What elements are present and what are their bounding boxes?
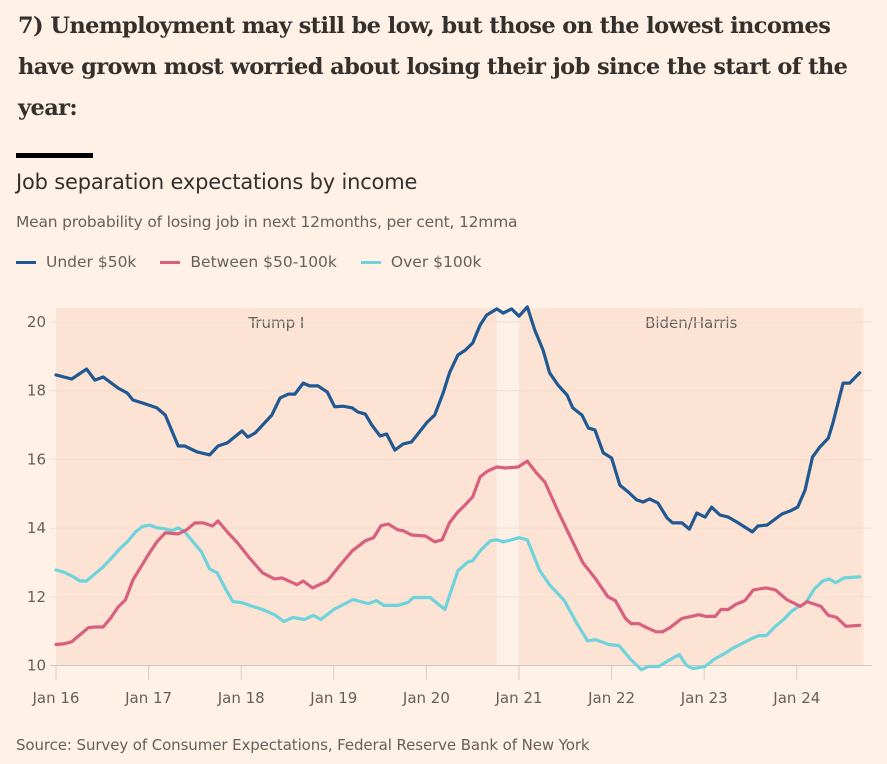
chart-subtitle: Mean probability of losing job in next 1… xyxy=(16,213,518,231)
gridlines xyxy=(50,321,872,666)
x-tick-label: Jan 22 xyxy=(587,689,635,707)
series-lines xyxy=(54,305,862,672)
y-tick-label: 14 xyxy=(27,519,46,537)
y-tick-label: 20 xyxy=(27,313,46,331)
series-line-under-50k xyxy=(54,305,862,534)
y-tick-label: 18 xyxy=(27,382,46,400)
shaded-regions: Trump I Biden/Harris xyxy=(56,308,864,666)
series-line-over-100k xyxy=(54,523,862,672)
legend-label-under-50k: Under $50k xyxy=(46,253,137,271)
y-tick-label: 10 xyxy=(27,657,46,675)
series-line-between-50-100k xyxy=(54,459,862,647)
x-tick-label: Jan 20 xyxy=(402,689,450,707)
legend-swatch-between-50-100k xyxy=(160,260,181,264)
x-tick-label: Jan 18 xyxy=(217,689,265,707)
x-tick-label: Jan 19 xyxy=(309,689,357,707)
title-rule xyxy=(16,153,93,158)
x-tick-label: Jan 16 xyxy=(32,689,80,707)
y-tick-label: 12 xyxy=(27,588,46,606)
region-label-0: Trump I xyxy=(247,314,304,332)
x-tick-label: Jan 17 xyxy=(124,689,172,707)
x-tick-label: Jan 23 xyxy=(680,689,728,707)
shaded-region-0 xyxy=(56,308,497,666)
y-tick-label: 16 xyxy=(27,450,46,468)
legend-label-between-50-100k: Between $50-100k xyxy=(190,253,337,271)
legend-item-under-50k: Under $50k xyxy=(16,253,136,271)
region-label-1: Biden/Harris xyxy=(645,314,737,332)
y-axis-ticks: 10 12 14 16 18 20 xyxy=(27,313,46,675)
legend: Under $50k Between $50-100k Over $100k xyxy=(16,253,506,271)
legend-item-over-100k: Over $100k xyxy=(360,253,482,271)
legend-swatch-under-50k xyxy=(16,260,36,264)
x-tick-label: Jan 21 xyxy=(495,689,543,707)
chart-title: Job separation expectations by income xyxy=(16,170,418,194)
legend-swatch-over-100k xyxy=(360,260,381,264)
legend-label-over-100k: Over $100k xyxy=(390,253,482,271)
x-tick-label: Jan 24 xyxy=(772,689,820,707)
x-axis-ticks: Jan 16 Jan 17 Jan 18 Jan 19 Jan 20 Jan 21 Jan … xyxy=(32,666,820,707)
article-headline: 7) Unemployment may still be low, but th… xyxy=(18,13,848,121)
chart-source: Source: Survey of Consumer Expectations,… xyxy=(16,736,590,754)
legend-item-between-50-100k: Between $50-100k xyxy=(160,253,337,271)
